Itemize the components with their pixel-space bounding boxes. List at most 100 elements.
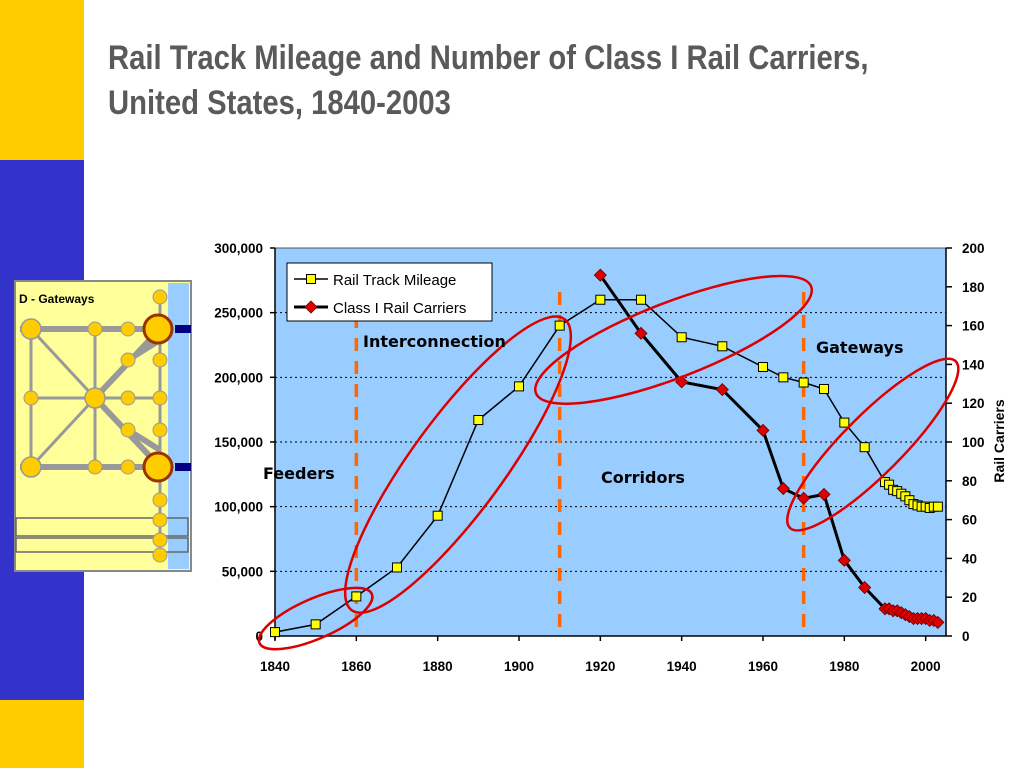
x-axis-tick-label: 1860 [341, 659, 371, 674]
track-mileage-point [432, 510, 443, 521]
diagram-node [120, 321, 136, 337]
rail-carriers-point [797, 491, 811, 505]
left-axis-tick-label: 300,000 [214, 241, 263, 256]
track-mileage-point [859, 442, 870, 453]
rail-carriers-point [634, 326, 648, 340]
track-mileage-point [676, 332, 687, 343]
rail-carriers-point [756, 423, 770, 437]
legend-mileage-marker [306, 274, 316, 284]
diagram-node [87, 459, 103, 475]
phase-highlight-ellipse [257, 586, 374, 651]
phase-highlight-ellipse [786, 357, 960, 532]
diagram-frame-line [15, 537, 189, 553]
right-axis-tick-label: 160 [962, 319, 985, 334]
diagram-gateway-node [142, 313, 174, 345]
rail-carriers-point [837, 553, 851, 567]
right-axis-tick-label: 80 [962, 474, 977, 489]
x-axis-tick-label: 1900 [504, 659, 534, 674]
track-mileage-point [310, 619, 321, 630]
right-axis-tick-label: 40 [962, 551, 977, 566]
track-mileage-point [595, 294, 606, 305]
x-axis-tick-label: 2000 [911, 659, 941, 674]
right-axis-tick-label: 60 [962, 513, 977, 528]
track-mileage-point [778, 372, 789, 383]
phase-highlight-ellipse [534, 274, 814, 405]
left-axis-tick-label: 100,000 [214, 500, 263, 515]
right-axis-tick-label: 120 [962, 396, 985, 411]
diagram-node [120, 352, 136, 368]
diagram-title: D - Gateways [19, 292, 95, 306]
diagram-node [152, 547, 168, 563]
diagram-hub-node [84, 387, 106, 409]
rail-carriers-point [858, 580, 872, 595]
right-axis-title: Rail Carriers [991, 399, 1007, 482]
track-mileage-point [717, 341, 728, 352]
diagram-gateway-link [175, 325, 191, 333]
x-axis-tick-label: 1840 [260, 659, 290, 674]
left-axis-tick-label: 150,000 [214, 435, 263, 450]
legend-label: Class I Rail Carriers [333, 300, 466, 317]
diagram-node [23, 390, 39, 406]
diagram-node [152, 289, 168, 305]
right-axis-tick-label: 0 [962, 629, 970, 644]
phase-label: Gateways [816, 338, 903, 357]
yellow-stripe-top [0, 0, 84, 160]
diagram-hub-node [20, 318, 42, 340]
diagram-gateway-node [142, 451, 174, 483]
diagram-node [120, 422, 136, 438]
track-mileage-point [758, 361, 768, 372]
x-axis-tick-label: 1960 [748, 659, 778, 674]
x-axis-tick-label: 1940 [667, 659, 697, 674]
track-mileage-point [798, 377, 809, 388]
rail-carriers-point [776, 481, 790, 496]
left-axis-tick-label: 50,000 [222, 564, 263, 579]
diagram-node [120, 459, 136, 475]
phase-label: Interconnection [363, 332, 506, 351]
diagram-link [29, 327, 97, 400]
gateways-network-diagram: D - Gateways [14, 280, 192, 572]
diagram-node [152, 390, 168, 406]
diagram-node [152, 512, 168, 528]
track-mileage-point [636, 294, 646, 305]
rail-carriers-point [715, 383, 729, 397]
right-axis-tick-label: 180 [962, 280, 985, 295]
track-mileage-point [514, 381, 524, 392]
track-mileage-point [392, 562, 402, 573]
diagram-node [120, 390, 136, 406]
diagram-frame-line [15, 517, 189, 537]
diagram-accent-strip [168, 283, 189, 569]
diagram-node [152, 352, 168, 368]
track-mileage-point [351, 591, 362, 602]
track-mileage-point [819, 383, 829, 394]
x-axis-tick-label: 1980 [829, 659, 859, 674]
diagram-link [29, 396, 97, 469]
x-axis-tick-label: 1920 [585, 659, 615, 674]
right-axis-tick-label: 20 [962, 590, 977, 605]
yellow-stripe-bottom [0, 700, 84, 768]
track-mileage-point [932, 501, 943, 512]
slide-title: Rail Track Mileage and Number of Class I… [108, 39, 869, 122]
legend-label: Rail Track Mileage [333, 272, 456, 289]
chart-area: 0 50,000 100,000 150,000 200,000 250,000 300,0… [214, 241, 1007, 674]
diagram-node [152, 492, 168, 508]
diagram-node [152, 422, 168, 438]
legend-carriers-marker [304, 300, 318, 314]
rail-carriers-point [931, 615, 945, 629]
track-mileage-point [270, 627, 280, 638]
phase-highlight-ellipse [343, 315, 573, 614]
legend-box [286, 262, 493, 322]
phase-label: Corridors [601, 468, 685, 487]
diagram-gateway-link [175, 463, 191, 471]
right-axis-tick-label: 140 [962, 357, 985, 372]
track-mileage-point [554, 320, 565, 331]
rail-carriers-point [817, 487, 831, 501]
rail-carriers-point [593, 268, 607, 282]
left-axis-tick-label: 200,000 [214, 370, 263, 385]
phase-label: Feeders [263, 464, 335, 483]
diagram-node [87, 321, 103, 337]
track-mileage-point [473, 415, 484, 426]
x-axis-tick-label: 1880 [423, 659, 453, 674]
right-axis-tick-label: 200 [962, 241, 985, 256]
diagram-node [152, 532, 168, 548]
